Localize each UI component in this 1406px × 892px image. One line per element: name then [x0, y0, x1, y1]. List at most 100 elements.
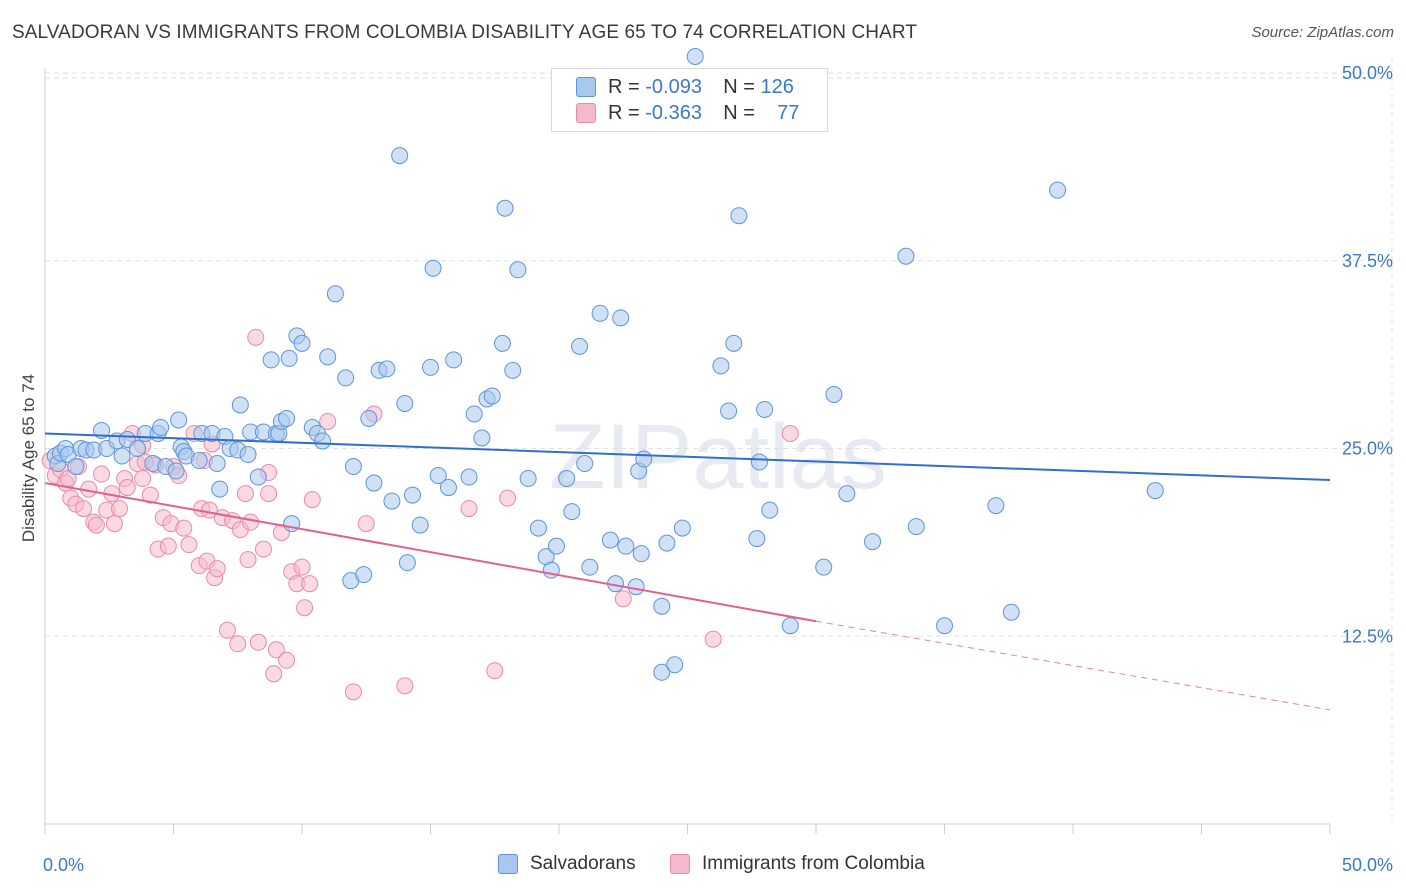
- data-point-colombia: [134, 470, 152, 488]
- data-point-salvadorans: [396, 394, 414, 412]
- chart-title: SALVADORAN VS IMMIGRANTS FROM COLOMBIA D…: [12, 22, 918, 43]
- data-point-salvadorans: [581, 558, 599, 576]
- data-point-salvadorans: [761, 501, 779, 519]
- trend-lines: [44, 432, 1331, 711]
- data-point-salvadorans: [547, 537, 565, 555]
- data-point-salvadorans: [864, 533, 882, 551]
- data-point-salvadorans: [720, 402, 738, 420]
- data-point-salvadorans: [337, 369, 355, 387]
- data-point-salvadorans: [601, 531, 619, 549]
- data-point-salvadorans: [424, 259, 442, 277]
- data-point-salvadorans: [563, 503, 581, 521]
- data-point-colombia: [357, 515, 375, 533]
- data-point-salvadorans: [190, 452, 208, 470]
- y-tick-label: 37.5%: [1342, 251, 1393, 271]
- salvadorans-legend-label: Salvadorans: [530, 853, 636, 874]
- data-point-salvadorans: [653, 663, 671, 681]
- data-point-salvadorans: [411, 516, 429, 534]
- data-point-salvadorans: [129, 440, 147, 458]
- data-point-salvadorans: [666, 656, 684, 674]
- colombia-swatch: [576, 103, 596, 123]
- data-point-salvadorans: [67, 458, 85, 476]
- data-point-colombia: [254, 540, 272, 558]
- data-point-colombia: [236, 485, 254, 503]
- data-point-salvadorans: [439, 479, 457, 497]
- data-point-salvadorans: [293, 334, 311, 352]
- x-tick-label: 0.0%: [43, 855, 84, 875]
- data-point-colombia: [486, 662, 504, 680]
- data-point-salvadorans: [445, 351, 463, 369]
- tick-labels: 12.5% 25.0% 37.5% 50.0% 0.0% 50.0%: [43, 63, 1393, 875]
- data-point-salvadorans: [673, 519, 691, 537]
- series-immigrants-from-colombia: [41, 328, 799, 701]
- grid-lines: [45, 58, 1393, 824]
- data-point-salvadorans: [504, 361, 522, 379]
- data-point-salvadorans: [838, 485, 856, 503]
- data-point-colombia: [301, 575, 319, 593]
- data-point-salvadorans: [360, 409, 378, 427]
- legend-row-salvadorans: R = -0.093 N = 126: [576, 74, 794, 100]
- data-point-colombia: [267, 641, 285, 659]
- y-tick-label: 50.0%: [1342, 63, 1393, 83]
- data-point-salvadorans: [725, 334, 743, 352]
- data-point-salvadorans: [319, 348, 337, 366]
- data-point-salvadorans: [239, 446, 257, 464]
- data-point-salvadorans: [355, 566, 373, 584]
- data-point-salvadorans: [936, 617, 953, 635]
- data-point-salvadorans: [383, 492, 401, 510]
- data-point-salvadorans: [907, 518, 925, 536]
- data-point-salvadorans: [344, 458, 362, 476]
- data-point-colombia: [75, 500, 93, 518]
- data-point-colombia: [111, 500, 129, 518]
- x-tick-label: 50.0%: [1342, 855, 1393, 875]
- r-label: R =: [608, 75, 640, 98]
- data-point-salvadorans: [627, 578, 645, 596]
- data-point-salvadorans: [170, 411, 188, 429]
- data-point-salvadorans: [509, 261, 527, 279]
- legend-item-colombia: Immigrants from Colombia: [670, 851, 925, 877]
- data-point-colombia: [704, 630, 722, 648]
- data-point-salvadorans: [750, 453, 768, 471]
- data-point-salvadorans: [519, 470, 537, 488]
- data-point-colombia: [118, 479, 136, 497]
- data-point-colombia: [781, 424, 799, 442]
- data-point-colombia: [175, 519, 193, 537]
- data-point-colombia: [278, 651, 296, 669]
- data-point-colombia: [159, 537, 177, 555]
- data-point-colombia: [239, 551, 257, 569]
- data-point-salvadorans: [465, 405, 483, 423]
- data-point-colombia: [247, 328, 265, 346]
- data-point-salvadorans: [1002, 603, 1020, 621]
- data-point-salvadorans: [378, 360, 396, 378]
- data-point-colombia: [396, 677, 414, 695]
- data-point-colombia: [242, 513, 260, 531]
- data-point-colombia: [208, 560, 226, 578]
- data-point-salvadorans: [897, 247, 915, 265]
- data-point-salvadorans: [113, 447, 131, 465]
- data-point-salvadorans: [404, 486, 422, 504]
- data-point-colombia: [249, 633, 267, 651]
- data-point-colombia: [303, 491, 321, 509]
- n-label: N =: [723, 101, 755, 124]
- series-salvadorans: [46, 47, 1164, 681]
- n-label: N =: [723, 75, 755, 98]
- data-point-salvadorans: [529, 519, 547, 537]
- r-value: -0.093: [645, 75, 702, 98]
- n-value: 126: [760, 75, 794, 98]
- salvadorans-swatch: [576, 77, 596, 97]
- data-point-colombia: [344, 683, 362, 701]
- data-point-salvadorans: [756, 400, 774, 418]
- r-value: -0.363: [645, 101, 702, 124]
- colombia-legend-label: Immigrants from Colombia: [702, 853, 925, 874]
- data-point-colombia: [293, 558, 311, 576]
- y-axis-title: Disability Age 65 to 74: [19, 374, 38, 542]
- data-point-salvadorans: [398, 554, 416, 572]
- trend-line-colombia: [44, 482, 817, 623]
- data-point-salvadorans: [493, 334, 511, 352]
- y-tick-label: 12.5%: [1342, 626, 1393, 646]
- data-point-salvadorans: [825, 385, 843, 403]
- legend-item-salvadorans: Salvadorans: [498, 851, 636, 877]
- data-point-salvadorans: [326, 285, 344, 303]
- data-point-salvadorans: [262, 351, 280, 369]
- data-point-salvadorans: [686, 47, 704, 65]
